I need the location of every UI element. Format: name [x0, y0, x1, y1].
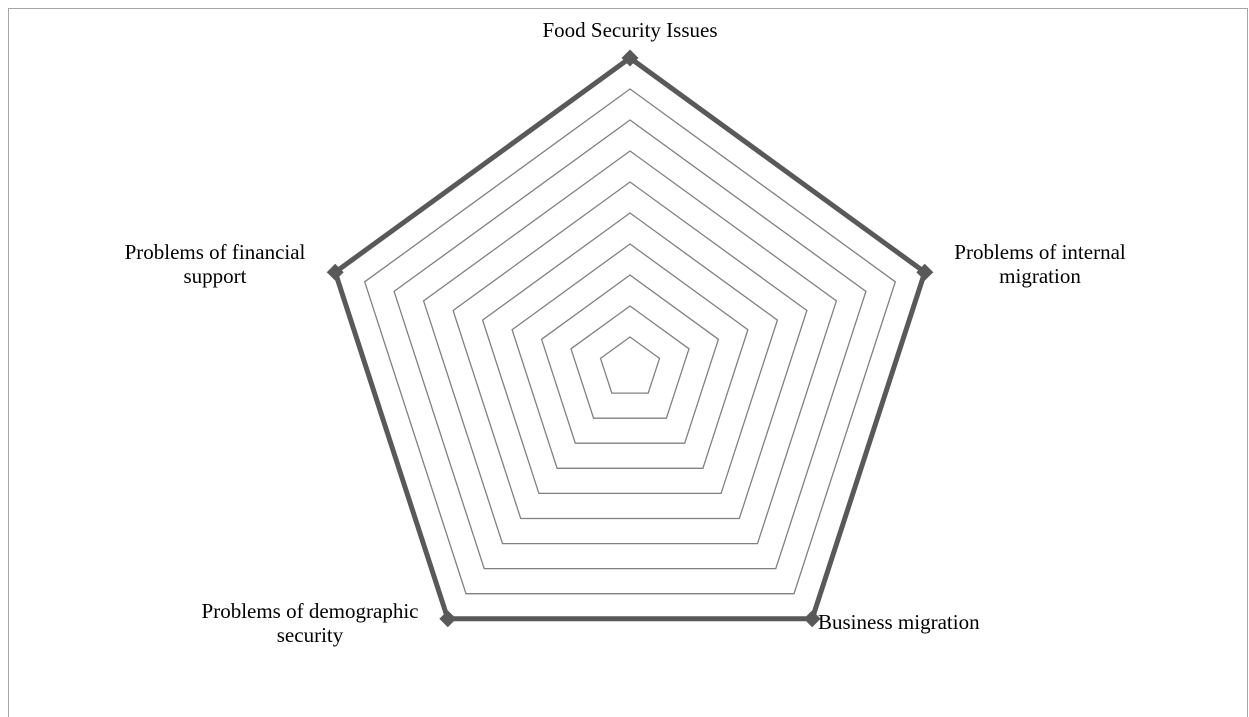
- axis-label-line: Problems of internal: [954, 240, 1126, 264]
- data-point-marker: [326, 263, 344, 281]
- grid-ring-3: [540, 274, 720, 444]
- data-point-marker: [803, 610, 821, 628]
- data-point-marker: [439, 610, 457, 628]
- data-point-marker: [916, 263, 934, 281]
- axis-label-financial-support: Problems of financial support: [125, 240, 306, 288]
- axis-label-business-migration: Business migration: [818, 610, 980, 634]
- chart-frame: [8, 8, 1248, 717]
- grid-ring-7: [422, 150, 838, 545]
- data-point-marker: [621, 49, 639, 67]
- axis-label-line: Problems of demographic: [201, 599, 419, 623]
- grid-ring-6: [452, 181, 808, 520]
- grid-ring-9: [363, 88, 897, 595]
- axis-label-line: security: [276, 623, 344, 647]
- axis-label-line: migration: [999, 264, 1081, 288]
- series-line: [332, 54, 928, 622]
- grid-ring-2: [570, 305, 690, 419]
- axis-label-food-security: Food Security Issues: [543, 18, 718, 42]
- grid-ring-10: [334, 57, 926, 620]
- grid-ring-1: [599, 336, 661, 394]
- axis-label-line: Business migration: [818, 610, 980, 634]
- axis-label-line: support: [183, 264, 247, 288]
- radar-series: [326, 49, 934, 628]
- grid-ring-8: [393, 119, 867, 570]
- axis-label-internal-migration: Problems of internal migration: [954, 240, 1125, 288]
- grid-ring-4: [511, 243, 749, 469]
- axis-label-line: Problems of financial: [124, 240, 306, 264]
- axis-label-line: Food Security Issues: [542, 18, 718, 42]
- grid-ring-5: [481, 212, 779, 495]
- radar-grid: [334, 57, 926, 620]
- axis-label-demographic-security: Problems of demographic security: [202, 599, 419, 647]
